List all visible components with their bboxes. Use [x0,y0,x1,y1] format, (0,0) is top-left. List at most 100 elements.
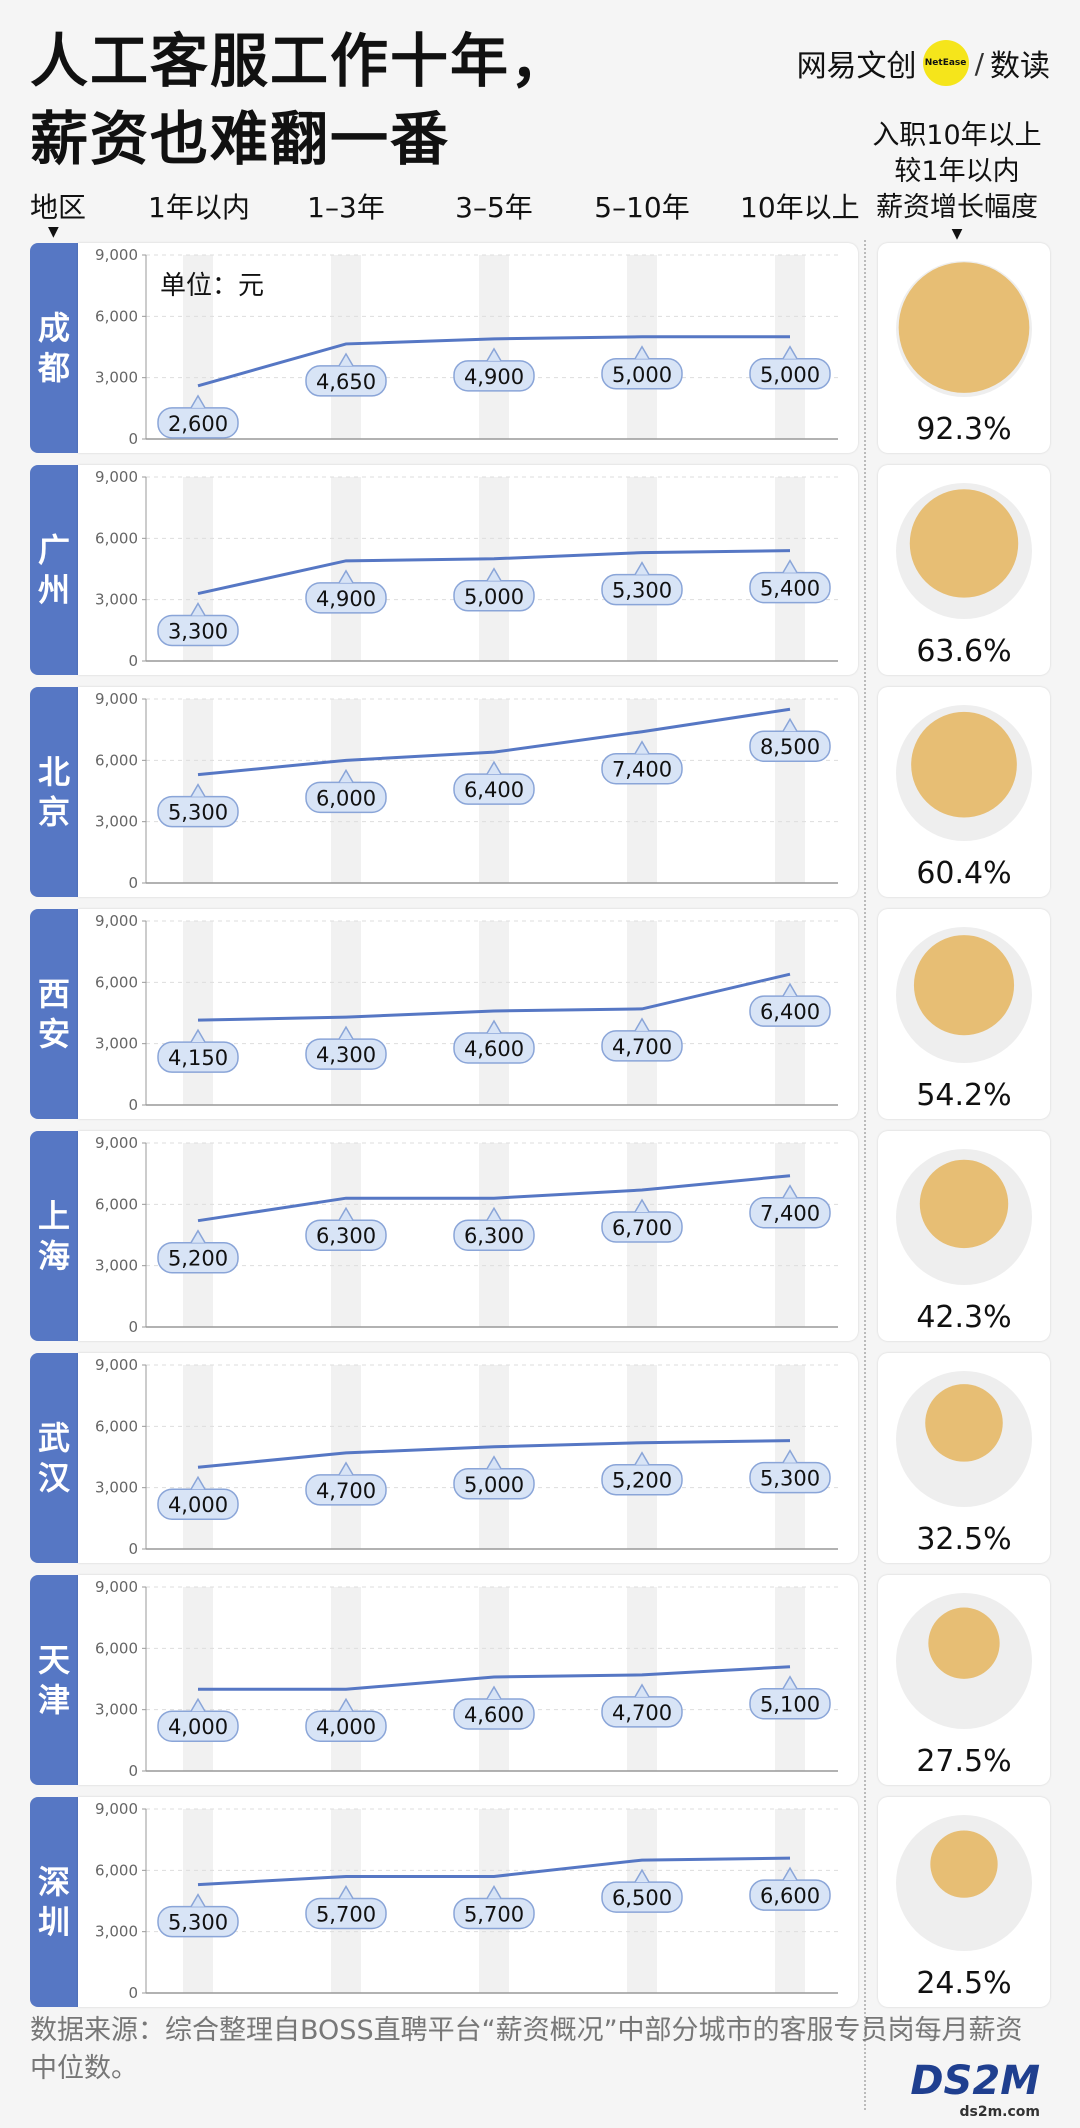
data-label: 5,300 [157,1893,239,1938]
growth-percent: 24.5% [916,1966,1012,2001]
brand-name: 网易文创 [796,49,917,84]
growth-bubble [925,1384,1003,1462]
city-line-chart: 0 3,000 6,000 9,000 4,000 4,000 4,600 4,700 5,10… [78,1575,858,1785]
column-band [183,1365,213,1549]
growth-bubble [928,1607,1000,1679]
column-band [627,699,657,883]
data-label-box [157,795,239,828]
data-label: 5,200 [157,1229,239,1274]
data-label-pointer [486,1884,502,1899]
data-label: 4,000 [305,1697,387,1742]
series-line [198,1665,791,1691]
growth-svg [896,483,1032,619]
city-line-chart: 0 3,000 6,000 9,000 5,300 5,700 5,700 6,500 6,60… [78,1797,858,2007]
data-label-text: 5,200 [168,1247,228,1271]
y-tick-label: 0 [128,1096,138,1114]
data-label: 5,700 [305,1884,387,1930]
data-label-text: 4,700 [316,1479,376,1503]
data-label-pointer [486,1455,502,1470]
brand-sub: 数读 [990,49,1050,84]
data-label-text: 8,500 [760,735,820,759]
data-label-text: 6,000 [316,786,376,810]
watermark-text: DS2M [910,2058,1040,2104]
watermark-sub: ds2m.com [959,2104,1040,2120]
y-tick-label: 3,000 [95,1257,138,1275]
column-band [479,921,509,1105]
data-label: 5,300 [601,561,683,606]
data-label: 7,400 [749,1184,831,1229]
data-label-pointer [338,1884,354,1899]
y-tick-label: 0 [128,1318,138,1336]
data-label-pointer [634,1017,650,1032]
growth-percent: 63.6% [916,634,1012,669]
data-label-pointer [634,740,650,755]
data-label: 4,600 [453,1019,535,1064]
city-char: 西 [37,975,70,1013]
data-label-box [601,1030,683,1062]
column-band [775,1143,805,1327]
growth-svg [896,1149,1032,1285]
data-label-box [305,1897,387,1930]
column-band [183,1587,213,1771]
data-label-pointer [634,1868,650,1883]
data-label-box [601,573,683,606]
data-label-text: 4,150 [168,1046,228,1070]
title-line-2: 薪资也难翻一番 [30,105,451,173]
data-label-text: 5,300 [760,1467,820,1491]
growth-svg [896,1815,1032,1951]
data-label-box [601,1696,683,1728]
unit-label: 单位：元 [160,271,265,301]
city-line-chart: 0 3,000 6,000 9,000 3,300 4,900 5,000 5,300 5,40… [78,465,858,675]
down-arrow-icon: ▼ [951,226,963,242]
y-tick-label: 0 [128,1762,138,1780]
city-label: 广州 [30,465,78,675]
data-label-text: 6,300 [464,1224,524,1248]
growth-svg [896,261,1032,397]
city-line-chart: 0 3,000 6,000 9,000 4,000 4,700 5,000 5,200 5,30… [78,1353,858,1563]
city-char: 广 [37,531,70,569]
data-label-pointer [782,1866,798,1881]
city-label: 上海 [30,1131,78,1341]
data-label-text: 6,400 [464,778,524,802]
data-label-pointer [190,1028,206,1043]
down-arrow-icon: ▼ [48,224,59,240]
growth-panel: 24.5% [878,1797,1050,2007]
data-label-text: 4,300 [316,1043,376,1067]
city-line-chart: 0 3,000 6,000 9,000 5,300 6,000 6,400 7,400 8,50… [78,687,858,897]
y-tick-label: 9,000 [95,246,138,264]
chart-svg: 0 3,000 6,000 9,000 4,000 4,000 4,600 4,700 5,10… [95,1578,838,1780]
data-label-text: 4,600 [464,1703,524,1727]
data-label: 5,300 [157,783,239,828]
data-label-box [453,773,535,805]
growth-svg [896,927,1032,1063]
data-label-pointer [338,768,354,783]
data-label: 4,700 [305,1461,387,1506]
data-label-text: 6,300 [316,1224,376,1248]
column-band [627,921,657,1105]
data-label-pointer [486,1019,502,1034]
series-line [197,335,790,388]
data-label-text: 5,100 [760,1693,820,1717]
city-label: 武汉 [30,1353,78,1563]
data-label-text: 5,300 [168,1911,228,1935]
data-label-pointer [634,1683,650,1698]
y-tick-label: 6,000 [95,307,138,325]
data-label-pointer [486,1685,502,1700]
data-label: 6,500 [601,1868,683,1913]
source-note: 数据来源：综合整理自BOSS直聘平台“薪资概况”中部分城市的客服专员岗每月薪资中… [30,2015,1023,2084]
city-line-chart: 0 3,000 6,000 9,000 5,200 6,300 6,300 6,700 7,40… [78,1131,858,1341]
data-label: 4,150 [157,1028,239,1073]
column-header: 5–10年 [594,191,690,224]
data-label-text: 5,000 [464,585,524,609]
data-label-pointer [486,567,502,582]
data-label-pointer [782,559,798,573]
data-label: 5,400 [749,559,831,604]
data-label-text: 4,600 [464,1037,524,1061]
data-label: 6,600 [749,1866,831,1911]
data-label: 5,000 [749,345,831,390]
growth-panel: 32.5% [878,1353,1050,1563]
data-label: 5,000 [453,1455,535,1500]
column-band [479,255,509,439]
city-char: 州 [37,571,70,609]
data-label-text: 5,400 [760,577,820,601]
